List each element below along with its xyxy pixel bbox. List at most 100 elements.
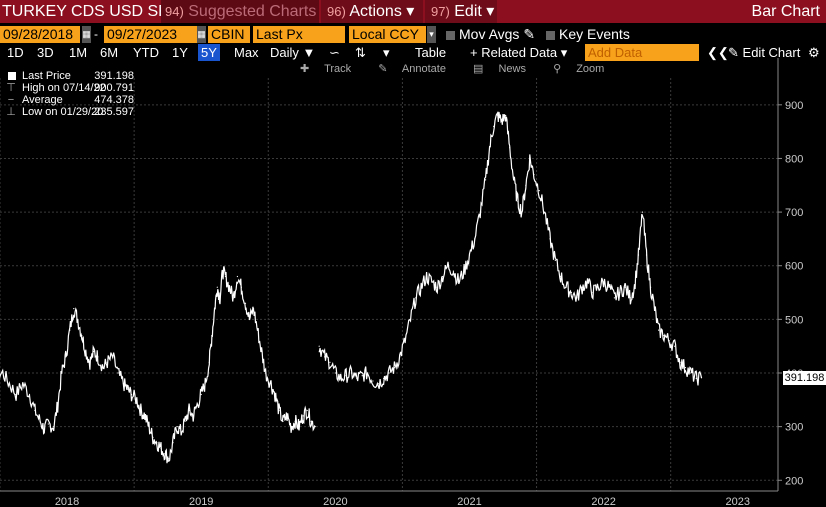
data-point <box>533 173 535 176</box>
data-point <box>81 334 83 337</box>
end-date-field[interactable]: 09/27/2023 <box>104 26 199 43</box>
suggested-charts-button[interactable]: 94) Suggested Charts <box>161 0 319 23</box>
track-tool[interactable]: ✚ Track <box>300 63 363 75</box>
chart-style-icon[interactable]: ⇅ <box>355 45 366 60</box>
legend-value: 900.791 <box>94 82 134 94</box>
data-point <box>200 393 202 396</box>
data-point <box>668 340 670 342</box>
chart-type-label: Bar Chart <box>751 3 820 20</box>
frequency-label: Daily <box>270 45 299 60</box>
period-1m[interactable]: 1M <box>69 45 88 60</box>
calendar-icon[interactable]: ▦ <box>197 26 206 43</box>
related-data-button[interactable]: + Related Data ▾ <box>470 44 567 61</box>
data-point <box>47 423 49 425</box>
data-point <box>684 367 687 369</box>
chevron-down-icon[interactable]: ▾ <box>383 45 390 60</box>
date-separator: - <box>94 27 98 41</box>
data-point <box>28 393 31 396</box>
data-point <box>286 415 288 417</box>
period-5y[interactable]: 5Y <box>198 44 220 61</box>
line-chart-icon[interactable]: ∽ <box>329 45 340 60</box>
key-events-toggle[interactable]: Key Events <box>546 26 630 43</box>
period-max[interactable]: Max <box>234 45 259 60</box>
data-point <box>106 361 108 363</box>
data-point <box>592 291 594 294</box>
field-selector[interactable]: Last Px <box>253 26 345 43</box>
price-series <box>0 110 703 464</box>
data-point <box>497 114 499 117</box>
data-point <box>415 297 417 299</box>
chart-tools: ✚ Track ✎ Annotate ▤ News ⚲ Zoom <box>300 62 628 77</box>
data-point <box>53 426 55 428</box>
pencil-icon[interactable]: ✎ <box>523 26 536 42</box>
edit-chart-label: Edit Chart <box>742 45 801 60</box>
data-point <box>340 377 342 379</box>
legend-label: High on 07/14/22 <box>22 82 106 94</box>
data-point <box>570 291 573 294</box>
data-point <box>420 286 422 288</box>
legend-low: ⊥ Low on 01/29/20 235.597 <box>4 106 134 118</box>
x-tick-label: 2020 <box>323 496 347 507</box>
edit-number: 97) <box>431 4 450 19</box>
data-point <box>224 275 226 278</box>
frequency-selector[interactable]: Daily ▼ <box>270 44 315 61</box>
data-point <box>383 377 385 379</box>
edit-menu[interactable]: 97) Edit ▾ <box>425 0 497 23</box>
data-point <box>261 350 263 353</box>
collapse-icon[interactable]: ❮❮ <box>707 45 729 60</box>
data-point <box>219 297 221 299</box>
table-button[interactable]: Table <box>415 45 447 60</box>
data-point <box>641 211 644 213</box>
period-3d[interactable]: 3D <box>37 45 54 60</box>
data-point <box>126 388 128 390</box>
data-point <box>298 426 300 428</box>
data-point <box>586 281 589 283</box>
data-point <box>447 265 449 267</box>
zoom-tool[interactable]: ⚲ Zoom <box>553 63 616 75</box>
data-point <box>232 297 234 299</box>
data-point <box>633 286 636 288</box>
actions-menu[interactable]: 96) Actions ▾ <box>321 0 423 23</box>
data-point <box>345 375 347 377</box>
data-point <box>404 340 406 342</box>
data-point <box>679 361 681 363</box>
data-point <box>43 428 45 430</box>
track-label: Track <box>324 63 352 75</box>
data-point <box>122 383 124 385</box>
currency-selector[interactable]: Local CCY <box>349 26 426 43</box>
data-point <box>554 259 556 261</box>
news-tool[interactable]: ▤ News <box>473 63 538 75</box>
period-1d[interactable]: 1D <box>7 45 24 60</box>
data-point <box>334 372 336 374</box>
period-1y[interactable]: 1Y <box>172 45 188 60</box>
source-field[interactable]: CBIN <box>208 26 250 43</box>
data-point <box>318 345 320 347</box>
average-marker-icon: − <box>7 94 15 106</box>
data-point <box>188 409 190 412</box>
data-point <box>565 286 567 288</box>
period-6m[interactable]: 6M <box>100 45 119 60</box>
data-point <box>93 350 95 353</box>
data-point <box>180 431 182 433</box>
data-point <box>184 420 186 422</box>
calendar-icon[interactable]: ▦ <box>82 26 91 43</box>
chevron-down-icon[interactable]: ▾ <box>427 26 436 43</box>
start-date-field[interactable]: 09/28/2018 <box>0 26 80 43</box>
data-point <box>603 281 605 283</box>
y-tick-label: 500 <box>785 314 803 326</box>
data-point <box>377 383 379 385</box>
y-tick-label: 700 <box>785 207 803 219</box>
mov-avgs-toggle[interactable]: Mov Avgs ✎ <box>446 26 535 43</box>
crosshair-icon: ✚ <box>300 63 310 75</box>
edit-chart-button[interactable]: ✎ Edit Chart <box>728 44 800 61</box>
annotate-tool[interactable]: ✎ Annotate <box>378 63 458 75</box>
mov-avgs-label: Mov Avgs <box>459 26 520 42</box>
data-point <box>399 356 401 358</box>
data-point <box>463 270 465 272</box>
data-point <box>695 377 697 379</box>
add-data-input[interactable]: Add Data <box>585 44 699 61</box>
gear-icon[interactable]: ⚙ <box>808 45 820 60</box>
period-ytd[interactable]: YTD <box>133 45 159 60</box>
data-point <box>130 393 133 396</box>
